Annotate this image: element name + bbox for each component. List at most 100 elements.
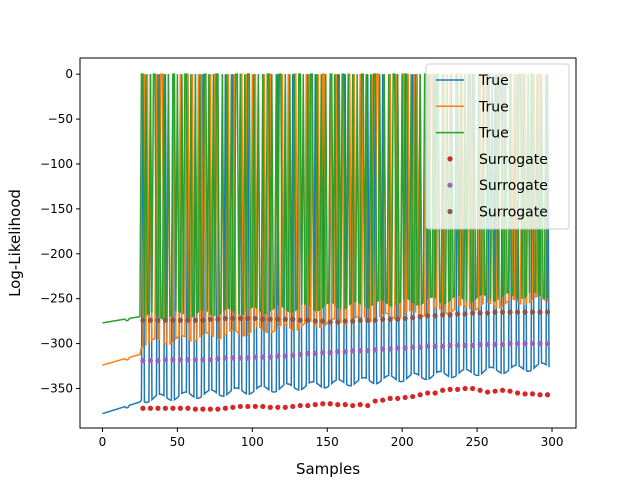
surrogate-point-5 (477, 310, 483, 316)
x-axis-label: Samples (296, 460, 360, 478)
surrogate-point-3 (207, 406, 213, 412)
surrogate-point-3 (522, 391, 528, 397)
surrogate-point-4 (245, 355, 251, 361)
surrogate-point-4 (462, 342, 468, 348)
x-tick-label: 250 (466, 435, 489, 449)
surrogate-point-4 (170, 357, 176, 363)
surrogate-point-5 (455, 311, 461, 317)
surrogate-point-3 (455, 386, 461, 392)
surrogate-point-3 (507, 388, 513, 394)
y-tick-label: −150 (40, 202, 73, 216)
surrogate-point-5 (447, 312, 453, 318)
surrogate-point-4 (237, 355, 243, 361)
surrogate-point-4 (267, 354, 273, 360)
surrogate-point-3 (380, 397, 386, 403)
surrogate-point-4 (305, 350, 311, 357)
surrogate-point-5 (372, 317, 378, 323)
surrogate-point-3 (200, 406, 206, 412)
surrogate-point-5 (499, 309, 506, 315)
surrogate-point-4 (162, 357, 169, 363)
surrogate-point-4 (200, 357, 206, 363)
legend-point-swatch (447, 156, 453, 162)
surrogate-point-5 (230, 315, 236, 322)
surrogate-point-4 (215, 356, 221, 362)
surrogate-point-5 (222, 315, 228, 322)
surrogate-point-4 (492, 341, 498, 348)
surrogate-point-5 (417, 314, 423, 320)
surrogate-point-4 (312, 350, 318, 357)
surrogate-point-3 (192, 406, 198, 412)
surrogate-point-4 (402, 345, 408, 351)
legend-label: Surrogate (479, 152, 548, 168)
surrogate-point-3 (365, 402, 371, 409)
surrogate-point-4 (185, 357, 191, 363)
surrogate-point-4 (297, 351, 303, 357)
surrogate-point-4 (140, 358, 146, 364)
surrogate-point-3 (387, 395, 393, 401)
surrogate-point-5 (522, 309, 528, 315)
surrogate-point-5 (357, 317, 363, 323)
legend-frame (425, 63, 570, 230)
surrogate-point-3 (425, 390, 431, 396)
surrogate-point-5 (529, 309, 536, 315)
surrogate-point-3 (432, 390, 438, 396)
surrogate-point-4 (275, 353, 281, 359)
surrogate-point-3 (237, 403, 243, 410)
y-tick-label: −350 (40, 381, 73, 395)
surrogate-point-4 (207, 357, 213, 363)
y-tick-label: −200 (40, 247, 73, 261)
surrogate-point-5 (245, 315, 251, 322)
plot-points (140, 309, 551, 412)
surrogate-point-4 (365, 348, 371, 354)
surrogate-point-3 (147, 405, 154, 411)
surrogate-point-5 (395, 316, 401, 322)
surrogate-point-3 (395, 395, 401, 401)
surrogate-point-5 (432, 313, 438, 319)
surrogate-point-3 (544, 392, 551, 398)
surrogate-point-3 (222, 405, 228, 411)
surrogate-point-5 (402, 315, 408, 322)
surrogate-point-3 (462, 385, 468, 392)
surrogate-point-5 (297, 317, 303, 323)
surrogate-point-5 (537, 309, 543, 315)
y-axis-label: Log-Likelihood (6, 189, 24, 297)
surrogate-point-4 (514, 340, 521, 347)
surrogate-point-5 (462, 311, 468, 317)
surrogate-point-4 (440, 343, 446, 349)
surrogate-point-4 (230, 355, 236, 361)
surrogate-point-4 (544, 340, 551, 347)
surrogate-point-5 (335, 319, 341, 325)
surrogate-point-4 (177, 357, 183, 363)
surrogate-point-3 (215, 406, 221, 412)
surrogate-point-5 (440, 312, 446, 318)
surrogate-point-4 (222, 355, 228, 361)
legend-point-swatch (447, 182, 453, 188)
surrogate-point-5 (380, 316, 386, 322)
surrogate-point-3 (312, 402, 318, 408)
surrogate-point-5 (514, 309, 521, 315)
surrogate-point-3 (162, 405, 169, 411)
surrogate-point-3 (417, 392, 423, 398)
surrogate-point-4 (470, 342, 476, 348)
legend-label: True (478, 73, 509, 89)
surrogate-point-5 (170, 317, 176, 323)
surrogate-point-4 (155, 358, 161, 364)
surrogate-point-3 (342, 402, 348, 408)
surrogate-point-5 (544, 309, 551, 315)
surrogate-point-3 (410, 393, 416, 400)
surrogate-point-4 (357, 348, 363, 354)
surrogate-point-3 (492, 388, 498, 394)
surrogate-point-4 (484, 341, 491, 348)
surrogate-point-5 (327, 319, 333, 325)
surrogate-point-5 (147, 317, 154, 323)
surrogate-point-3 (529, 391, 536, 397)
surrogate-point-4 (522, 340, 528, 347)
surrogate-point-4 (507, 340, 513, 347)
surrogate-point-3 (252, 403, 258, 410)
surrogate-point-5 (365, 317, 371, 323)
surrogate-point-5 (215, 316, 221, 322)
surrogate-point-3 (477, 387, 483, 393)
legend-label: Surrogate (479, 178, 548, 194)
surrogate-point-3 (267, 404, 273, 410)
surrogate-point-3 (305, 402, 311, 409)
